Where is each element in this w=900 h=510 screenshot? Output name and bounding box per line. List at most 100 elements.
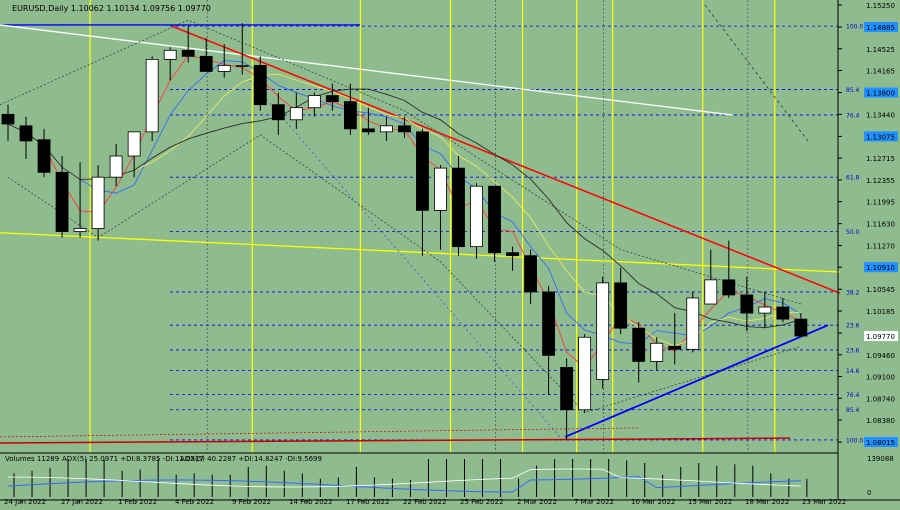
red-trendline <box>171 25 841 294</box>
candle-body <box>289 107 303 121</box>
candle-body <box>632 327 646 362</box>
candle-body <box>181 49 195 57</box>
price-tag <box>864 131 898 142</box>
candle-body <box>73 228 87 232</box>
candle-body <box>506 252 519 257</box>
candle-body <box>416 131 429 211</box>
candle-body <box>163 49 177 60</box>
candle-body <box>325 95 339 103</box>
di-line <box>7 468 801 488</box>
candle-body <box>578 336 592 411</box>
price-tag-label: 1.10910 <box>866 264 895 272</box>
candle-body <box>524 255 537 293</box>
fib-level-label: 100.0 <box>846 24 863 31</box>
date-label: 9 Feb 2022 <box>232 498 271 506</box>
fib-level-label: 50.0 <box>846 229 860 236</box>
fib-level-label: 100.0 <box>846 437 863 444</box>
blue-support-trendline <box>564 324 829 438</box>
date-label: 10 Mar 2022 <box>631 498 675 506</box>
price-tick-label: 1.08380 <box>866 417 895 425</box>
candle-body <box>37 139 51 173</box>
fib-level-label: 85.4 <box>846 87 860 94</box>
yellow-trendline <box>0 232 841 273</box>
price-tick-label: 1.12715 <box>866 155 895 163</box>
price-tag-label: 1.09770 <box>866 333 895 341</box>
candle-body <box>722 279 736 296</box>
upper-band <box>0 19 801 305</box>
date-label: 24 Jan 2022 <box>4 498 46 506</box>
lower-band <box>7 134 801 414</box>
candle-body <box>398 125 411 133</box>
candle-body <box>488 185 501 254</box>
price-tag <box>864 437 898 448</box>
date-label: 18 Mar 2022 <box>745 498 789 506</box>
price-tick-label: 1.11270 <box>866 242 895 250</box>
price-tag <box>864 22 898 33</box>
candle-body <box>343 101 357 130</box>
price-tag-label: 1.14885 <box>866 24 895 32</box>
candle-body <box>91 176 105 229</box>
candle-body <box>452 167 465 248</box>
date-label: 23 Mar 2022 <box>802 498 846 506</box>
blue-dotted-projection <box>249 80 561 438</box>
candle-body <box>470 185 483 248</box>
candle-body <box>794 318 808 337</box>
candle-body <box>596 282 610 380</box>
candle-body <box>1 113 15 125</box>
date-label: 1 Feb 2022 <box>118 498 157 506</box>
dotted-projection <box>704 4 809 142</box>
adx-line <box>7 476 801 493</box>
fib-level-label: 38.2 <box>846 289 860 296</box>
date-label: 15 Mar 2022 <box>688 498 732 506</box>
candle-body <box>253 65 267 106</box>
white-trendline <box>0 24 733 116</box>
candle-body <box>235 65 249 67</box>
candle-body <box>560 367 574 411</box>
fib-level-label: 23.6 <box>846 347 860 354</box>
candle-body <box>650 342 664 362</box>
date-label: 4 Feb 2022 <box>175 498 214 506</box>
candle-body <box>109 155 123 178</box>
price-tick-label: 1.08740 <box>866 395 895 403</box>
symbol-header: EURUSD,Daily 1.10062 1.10134 1.09756 1.0… <box>12 4 211 13</box>
date-label: 25 Feb 2022 <box>460 498 504 506</box>
adx-header: ADX(5) 25.0971 +DI:8.3785 -DI:11.0517 <box>62 455 204 463</box>
price-tag <box>864 87 898 98</box>
price-tag-label: 1.13800 <box>866 90 895 98</box>
price-tick-label: 1.09100 <box>866 374 895 382</box>
fib-level-label: 14.6 <box>846 368 860 375</box>
price-tick-label: 1.12355 <box>866 177 895 185</box>
candle-body <box>758 306 772 314</box>
fib-level-label: 76.4 <box>846 392 860 399</box>
candle-body <box>668 345 682 350</box>
price-tick-label: 1.14165 <box>866 68 895 76</box>
candle-body <box>199 55 213 72</box>
ma-fast <box>7 54 802 369</box>
volume-axis-bottom: 0 <box>867 489 871 497</box>
date-label: 17 Feb 2022 <box>346 498 390 506</box>
candle-body <box>307 95 321 109</box>
price-tick-label: 1.14525 <box>866 46 895 54</box>
volume-header: Volumes 11289 <box>5 455 59 463</box>
candle-body <box>145 58 159 133</box>
fib-level-label: 61.8 <box>846 175 860 182</box>
candle-body <box>704 279 718 305</box>
date-label: 27 Jan 2022 <box>61 498 103 506</box>
candle-body <box>217 65 231 72</box>
date-label: 2 Mar 2022 <box>517 498 557 506</box>
candle-body <box>686 297 700 350</box>
candle-body <box>271 104 285 121</box>
candle-body <box>380 125 393 133</box>
date-label: 14 Feb 2022 <box>289 498 333 506</box>
price-tick-label: 1.09460 <box>866 352 895 360</box>
red-dotted-ma <box>0 427 641 438</box>
candle-body <box>614 282 628 329</box>
price-tick-label: 1.11630 <box>866 221 895 229</box>
ma-medium <box>7 60 802 345</box>
candle-body <box>361 128 375 133</box>
price-tag <box>864 262 898 273</box>
candle-body <box>19 125 33 142</box>
candle-body <box>127 131 141 157</box>
